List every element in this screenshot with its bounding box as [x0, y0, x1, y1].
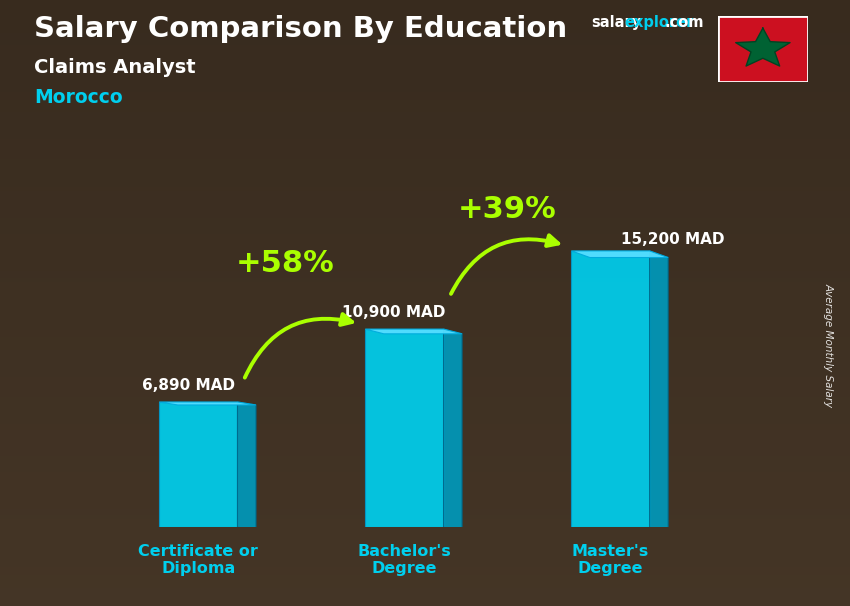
Polygon shape [366, 329, 444, 527]
Text: +39%: +39% [458, 195, 557, 224]
Polygon shape [571, 251, 668, 258]
Text: Morocco: Morocco [34, 88, 122, 107]
Polygon shape [444, 329, 462, 532]
Text: +58%: +58% [235, 249, 334, 278]
Text: .com: .com [665, 15, 704, 30]
Text: 10,900 MAD: 10,900 MAD [343, 305, 445, 320]
Text: Claims Analyst: Claims Analyst [34, 58, 196, 76]
Text: explorer: explorer [625, 15, 694, 30]
Text: 6,890 MAD: 6,890 MAD [142, 378, 235, 393]
Polygon shape [649, 251, 668, 534]
Text: Salary Comparison By Education: Salary Comparison By Education [34, 15, 567, 43]
FancyBboxPatch shape [718, 16, 808, 82]
Polygon shape [571, 251, 649, 527]
Polygon shape [159, 402, 237, 527]
Polygon shape [736, 28, 790, 66]
Text: 15,200 MAD: 15,200 MAD [620, 232, 724, 247]
Polygon shape [237, 402, 256, 530]
Polygon shape [159, 402, 256, 405]
Text: salary: salary [591, 15, 641, 30]
Text: Average Monthly Salary: Average Monthly Salary [824, 284, 834, 407]
Polygon shape [366, 329, 462, 334]
